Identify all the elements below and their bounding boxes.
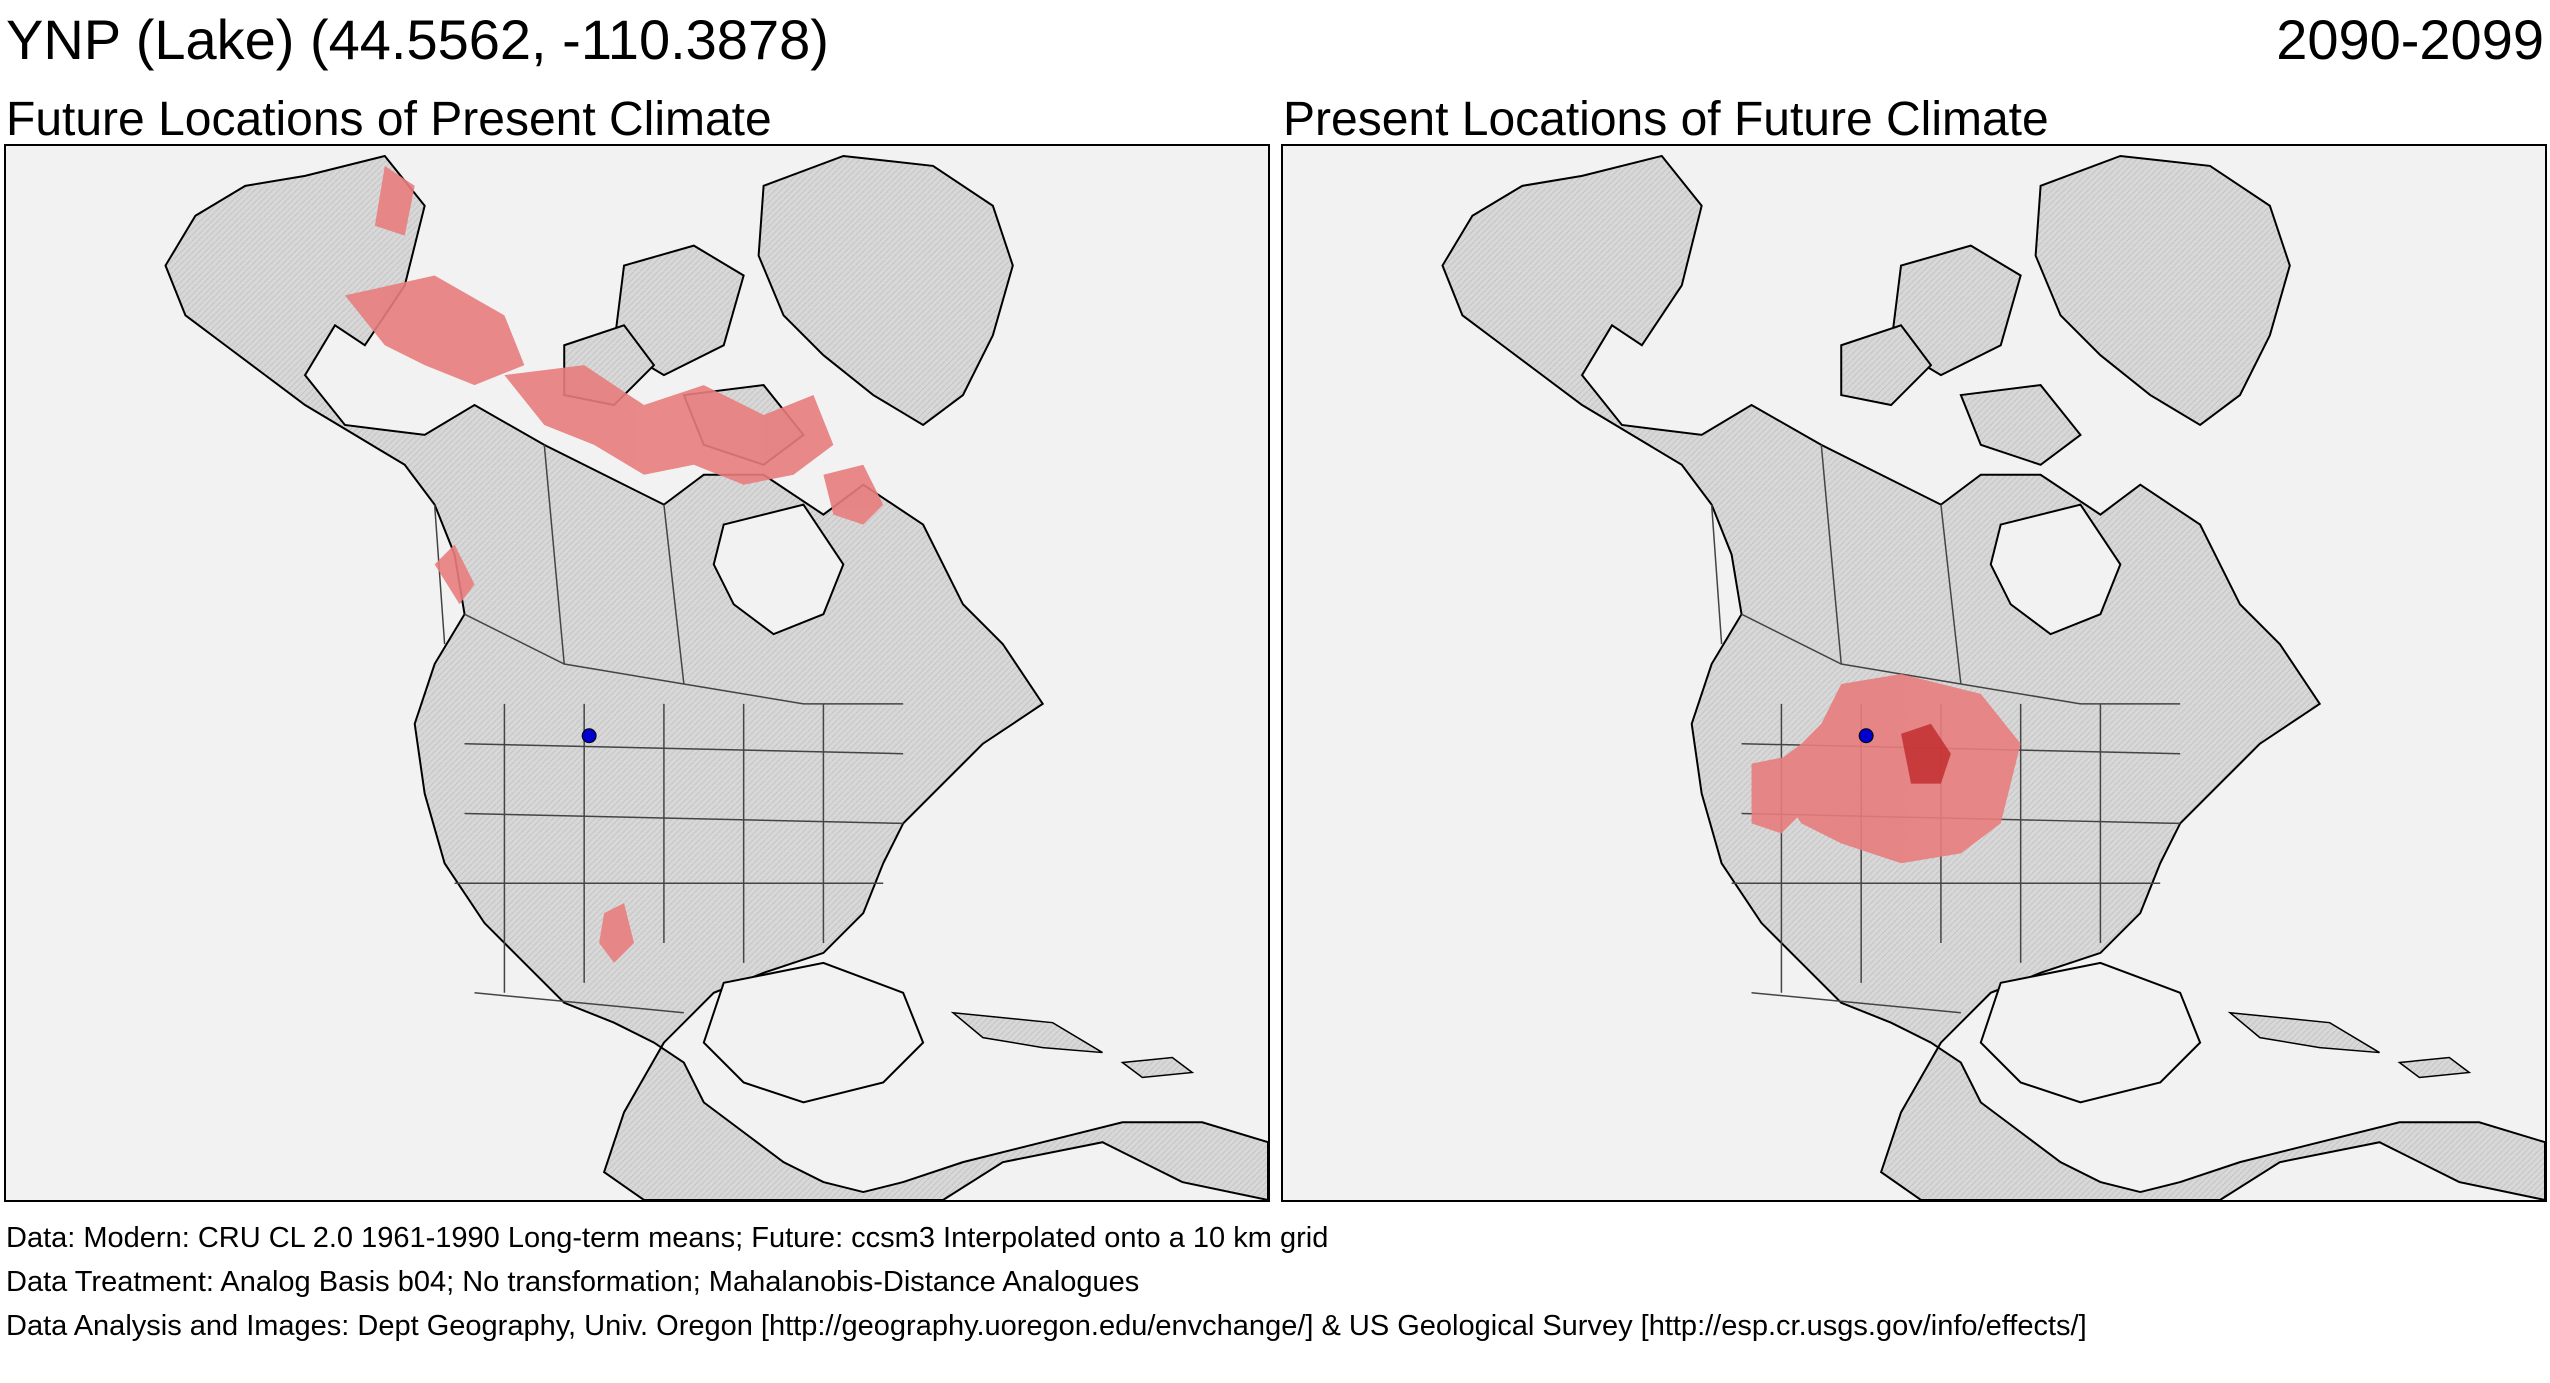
north-america-landmass: [1441, 154, 2545, 1200]
gulf-of-mexico: [702, 961, 925, 1104]
panel-title-future-climate: Present Locations of Future Climate: [1283, 93, 2049, 146]
greenland-landmass: [757, 154, 1014, 427]
analog-regions: [344, 165, 884, 963]
site-marker: [581, 728, 597, 744]
map-title: YNP (Lake) (44.5562, -110.3878): [6, 8, 829, 71]
cuba-island: [2227, 1011, 2380, 1054]
site-marker: [1858, 728, 1874, 744]
panel-title-present-climate: Future Locations of Present Climate: [6, 93, 772, 146]
hudson-bay: [1989, 503, 2122, 636]
map-panel-future-locations[interactable]: [4, 144, 1270, 1202]
map-panel-present-locations[interactable]: [1281, 144, 2547, 1202]
political-borders: [433, 444, 904, 1014]
north-america-landmass: [164, 154, 1268, 1200]
greenland-landmass: [2034, 154, 2291, 427]
strong-analog-regions: [1901, 723, 1951, 784]
hudson-bay: [712, 503, 845, 636]
analog-regions: [1751, 673, 2021, 864]
period-label: 2090-2099: [2276, 8, 2544, 71]
footer-data-treatment: Data Treatment: Analog Basis b04; No tra…: [6, 1266, 1140, 1298]
footer-data-analysis: Data Analysis and Images: Dept Geography…: [6, 1310, 2087, 1342]
footer-data-source: Data: Modern: CRU CL 2.0 1961-1990 Long-…: [6, 1222, 1329, 1254]
north-america-map: [1283, 146, 2545, 1200]
gulf-of-mexico: [1979, 961, 2202, 1104]
north-america-map: [6, 146, 1268, 1200]
cuba-island: [950, 1011, 1103, 1054]
